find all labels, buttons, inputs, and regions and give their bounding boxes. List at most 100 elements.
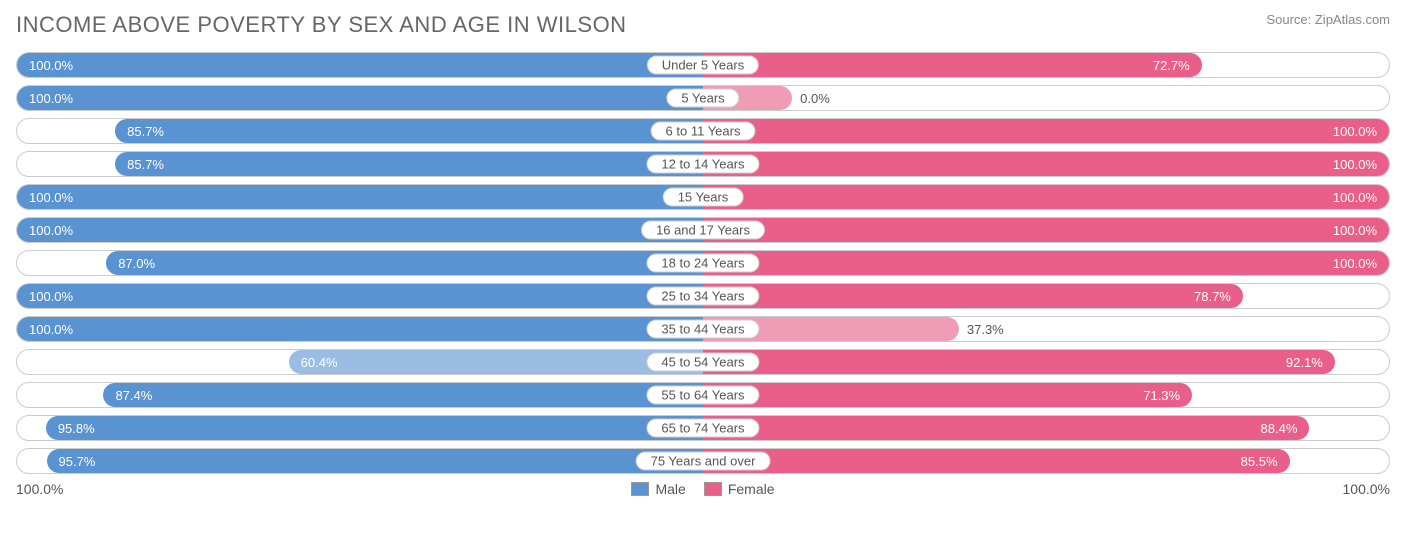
male-half: 95.7% — [17, 449, 703, 473]
male-value-label: 100.0% — [29, 91, 73, 106]
male-value-label: 60.4% — [301, 355, 338, 370]
male-bar: 85.7% — [115, 119, 703, 143]
legend: Male Female — [631, 481, 774, 497]
male-half: 60.4% — [17, 350, 703, 374]
category-label: 5 Years — [666, 89, 739, 108]
female-value-label: 100.0% — [1333, 256, 1377, 271]
category-label: 35 to 44 Years — [646, 320, 759, 339]
female-value-label: 92.1% — [1286, 355, 1323, 370]
male-bar: 100.0% — [17, 218, 703, 242]
male-value-label: 85.7% — [127, 124, 164, 139]
category-label: Under 5 Years — [647, 56, 759, 75]
legend-swatch-female — [704, 482, 722, 496]
female-bar: 100.0% — [703, 119, 1389, 143]
chart-row: 100.0% 0.0%5 Years — [16, 85, 1390, 111]
category-label: 75 Years and over — [636, 452, 771, 471]
chart-title: INCOME ABOVE POVERTY BY SEX AND AGE IN W… — [16, 12, 627, 38]
axis-left-label: 100.0% — [16, 481, 63, 497]
legend-label-male: Male — [655, 481, 685, 497]
male-value-label: 100.0% — [29, 58, 73, 73]
female-bar: 100.0% — [703, 185, 1389, 209]
male-value-label: 87.4% — [115, 388, 152, 403]
chart-row: 60.4% 92.1% 45 to 54 Years — [16, 349, 1390, 375]
female-half: 88.4% — [703, 416, 1389, 440]
chart-row: 100.0% 72.7% Under 5 Years — [16, 52, 1390, 78]
male-bar: 100.0% — [17, 86, 703, 110]
male-value-label: 87.0% — [118, 256, 155, 271]
axis-right-label: 100.0% — [1343, 481, 1390, 497]
category-label: 16 and 17 Years — [641, 221, 765, 240]
chart-row: 100.0%100.0%16 and 17 Years — [16, 217, 1390, 243]
chart-row: 100.0%100.0%15 Years — [16, 184, 1390, 210]
male-value-label: 100.0% — [29, 322, 73, 337]
male-bar: 87.0% — [106, 251, 703, 275]
female-half: 100.0% — [703, 152, 1389, 176]
female-half: 71.3% — [703, 383, 1389, 407]
male-half: 100.0% — [17, 53, 703, 77]
female-value-label: 100.0% — [1333, 157, 1377, 172]
male-bar: 87.4% — [103, 383, 703, 407]
diverging-bar-chart: 100.0% 72.7% Under 5 Years 100.0% 0.0%5 Year… — [16, 52, 1390, 474]
male-half: 87.0% — [17, 251, 703, 275]
female-half: 78.7% — [703, 284, 1389, 308]
female-half: 85.5% — [703, 449, 1389, 473]
male-bar: 60.4% — [289, 350, 703, 374]
chart-row: 85.7% 100.0% 6 to 11 Years — [16, 118, 1390, 144]
male-half: 85.7% — [17, 119, 703, 143]
category-label: 18 to 24 Years — [646, 254, 759, 273]
female-value-label: 72.7% — [1153, 58, 1190, 73]
legend-swatch-male — [631, 482, 649, 496]
female-value-label: 37.3% — [967, 322, 1004, 337]
female-half: 92.1% — [703, 350, 1389, 374]
female-value-label: 85.5% — [1241, 454, 1278, 469]
female-half: 37.3% — [703, 317, 1389, 341]
male-half: 87.4% — [17, 383, 703, 407]
category-label: 12 to 14 Years — [646, 155, 759, 174]
male-bar: 100.0% — [17, 185, 703, 209]
chart-row: 87.4%71.3%55 to 64 Years — [16, 382, 1390, 408]
female-bar: 100.0% — [703, 251, 1389, 275]
male-half: 100.0% — [17, 284, 703, 308]
female-bar: 100.0% — [703, 152, 1389, 176]
female-bar: 85.5% — [703, 449, 1290, 473]
male-bar: 100.0% — [17, 317, 703, 341]
female-bar: 100.0% — [703, 218, 1389, 242]
chart-footer: 100.0% Male Female 100.0% — [16, 481, 1390, 497]
female-half: 100.0% — [703, 218, 1389, 242]
female-bar: 88.4% — [703, 416, 1309, 440]
female-bar: 92.1% — [703, 350, 1335, 374]
female-value-label: 71.3% — [1143, 388, 1180, 403]
chart-row: 95.7% 85.5% 75 Years and over — [16, 448, 1390, 474]
female-half: 100.0% — [703, 251, 1389, 275]
male-value-label: 100.0% — [29, 289, 73, 304]
male-bar: 85.7% — [115, 152, 703, 176]
male-half: 100.0% — [17, 86, 703, 110]
chart-row: 95.8%88.4%65 to 74 Years — [16, 415, 1390, 441]
female-half: 72.7% — [703, 53, 1389, 77]
male-value-label: 85.7% — [127, 157, 164, 172]
chart-row: 100.0% 37.3% 35 to 44 Years — [16, 316, 1390, 342]
female-value-label: 100.0% — [1333, 124, 1377, 139]
male-half: 100.0% — [17, 218, 703, 242]
female-half: 100.0% — [703, 119, 1389, 143]
legend-item-female: Female — [704, 481, 775, 497]
male-bar: 95.8% — [46, 416, 703, 440]
female-bar: 71.3% — [703, 383, 1192, 407]
male-value-label: 100.0% — [29, 223, 73, 238]
category-label: 45 to 54 Years — [646, 353, 759, 372]
chart-row: 100.0%78.7%25 to 34 Years — [16, 283, 1390, 309]
male-half: 95.8% — [17, 416, 703, 440]
male-half: 85.7% — [17, 152, 703, 176]
female-value-label: 78.7% — [1194, 289, 1231, 304]
chart-row: 87.0% 100.0% 18 to 24 Years — [16, 250, 1390, 276]
female-bar: 78.7% — [703, 284, 1243, 308]
chart-row: 85.7% 100.0% 12 to 14 Years — [16, 151, 1390, 177]
female-half: 100.0% — [703, 185, 1389, 209]
category-label: 15 Years — [663, 188, 744, 207]
chart-source: Source: ZipAtlas.com — [1266, 12, 1390, 27]
female-value-label: 100.0% — [1333, 190, 1377, 205]
female-bar: 72.7% — [703, 53, 1202, 77]
category-label: 6 to 11 Years — [651, 122, 756, 141]
female-half: 0.0% — [703, 86, 1389, 110]
male-value-label: 95.7% — [59, 454, 96, 469]
